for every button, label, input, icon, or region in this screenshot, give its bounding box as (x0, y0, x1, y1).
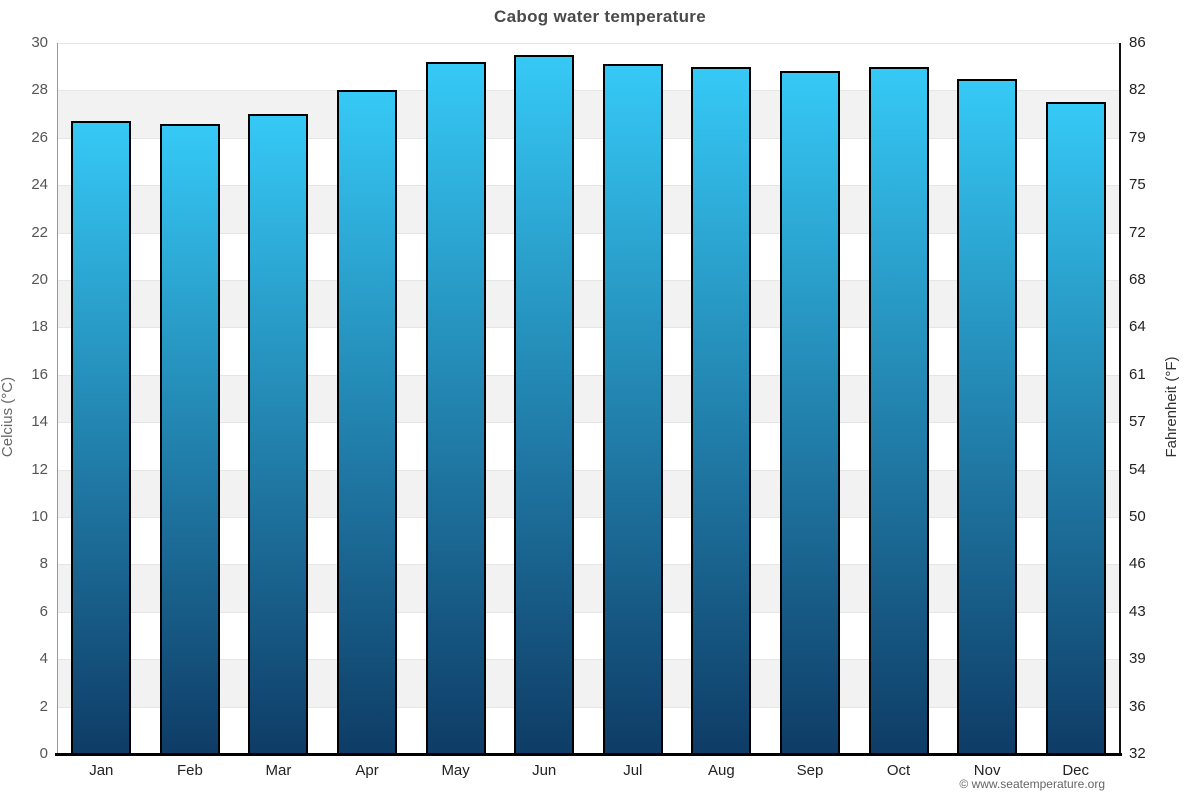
month-label-may: May (441, 762, 470, 779)
bar-apr[interactable] (337, 90, 398, 754)
month-label-dec: Dec (1062, 762, 1090, 779)
grid-band-18-20 (57, 280, 1120, 328)
grid-band-2-4 (57, 659, 1120, 707)
celsius-tick-26: 26 (31, 128, 48, 146)
celsius-tick-24: 24 (31, 176, 48, 194)
month-label-mar: Mar (265, 762, 292, 779)
celsius-tick-0: 0 (39, 745, 48, 762)
copyright-link[interactable]: © www.seatemperature.org (959, 777, 1105, 791)
bar-feb[interactable] (159, 123, 220, 754)
fahrenheit-axis-label: Fahrenheit (°F) (1163, 356, 1180, 458)
month-label-jun: Jun (532, 762, 557, 779)
gridline-6c (57, 611, 1120, 613)
celsius-tick-16: 16 (31, 365, 48, 383)
month-label-jul: Jul (623, 762, 643, 779)
bar-nov[interactable] (957, 78, 1018, 754)
celsius-tick-30: 30 (31, 34, 48, 51)
fahrenheit-tick-50: 50 (1129, 508, 1146, 525)
fahrenheit-tick-61: 61 (1129, 365, 1146, 383)
gridline-28c (57, 90, 1120, 92)
celsius-tick-2: 2 (39, 697, 48, 715)
month-label-sep: Sep (796, 762, 824, 779)
celsius-tick-20: 20 (31, 271, 48, 288)
bar-oct[interactable] (868, 66, 929, 754)
celsius-tick-8: 8 (39, 555, 48, 573)
month-label-oct: Oct (886, 762, 911, 779)
celsius-tick-12: 12 (31, 460, 48, 478)
chart-title: Cabog water temperature (494, 7, 706, 26)
plot-area (57, 43, 1120, 754)
gridline-26c (57, 137, 1120, 139)
gridline-4c (57, 659, 1120, 661)
celsius-tick-10: 10 (31, 508, 48, 525)
grid-band-14-16 (57, 374, 1120, 423)
y-axis-left-line (57, 43, 58, 754)
fahrenheit-tick-39: 39 (1129, 650, 1146, 668)
celsius-tick-6: 6 (39, 602, 48, 620)
gridline-12c (57, 469, 1120, 471)
fahrenheit-tick-64: 64 (1129, 318, 1146, 336)
bar-jul[interactable] (602, 64, 663, 754)
bar-mar[interactable] (248, 114, 309, 754)
gridline-24c (57, 185, 1120, 187)
gridline-10c (57, 517, 1120, 518)
y-axis-right-line (1119, 43, 1121, 754)
grid-band-26-28 (57, 90, 1120, 138)
celsius-tick-22: 22 (31, 223, 48, 241)
fahrenheit-tick-75: 75 (1129, 176, 1146, 194)
fahrenheit-tick-68: 68 (1129, 271, 1146, 288)
gridline-8c (57, 564, 1120, 566)
bar-jan[interactable] (71, 121, 132, 754)
bar-may[interactable] (425, 61, 486, 754)
bar-dec[interactable] (1045, 102, 1106, 754)
grid-band-6-8 (57, 564, 1120, 612)
fahrenheit-tick-43: 43 (1129, 602, 1146, 620)
fahrenheit-tick-36: 36 (1129, 697, 1146, 715)
month-label-jan: Jan (89, 762, 114, 779)
bar-aug[interactable] (691, 66, 752, 754)
fahrenheit-tick-86: 86 (1129, 34, 1146, 51)
gridline-18c (57, 327, 1120, 329)
celsius-tick-4: 4 (39, 650, 48, 668)
month-label-nov: Nov (973, 762, 1001, 779)
grid-band-10-12 (57, 469, 1120, 517)
celsius-tick-18: 18 (31, 318, 48, 336)
gridline-2c (57, 706, 1120, 708)
bar-sep[interactable] (779, 71, 840, 754)
fahrenheit-tick-57: 57 (1129, 413, 1146, 431)
fahrenheit-tick-79: 79 (1129, 128, 1146, 146)
fahrenheit-tick-54: 54 (1129, 460, 1146, 478)
gridline-22c (57, 232, 1120, 234)
gridline-16c (57, 374, 1120, 376)
fahrenheit-tick-46: 46 (1129, 555, 1146, 573)
month-label-feb: Feb (176, 762, 203, 779)
celsius-tick-28: 28 (31, 81, 48, 99)
gridline-20c (57, 280, 1120, 281)
grid-band-22-24 (57, 185, 1120, 233)
month-label-apr: Apr (355, 762, 379, 779)
gridline-14c (57, 422, 1120, 424)
gridline-30c (57, 43, 1120, 44)
celsius-tick-14: 14 (31, 413, 48, 431)
fahrenheit-tick-82: 82 (1129, 81, 1146, 99)
bar-jun[interactable] (514, 54, 575, 754)
fahrenheit-tick-72: 72 (1129, 223, 1146, 241)
x-axis-line (55, 753, 1122, 756)
fahrenheit-tick-32: 32 (1129, 745, 1146, 762)
month-label-aug: Aug (708, 762, 735, 779)
